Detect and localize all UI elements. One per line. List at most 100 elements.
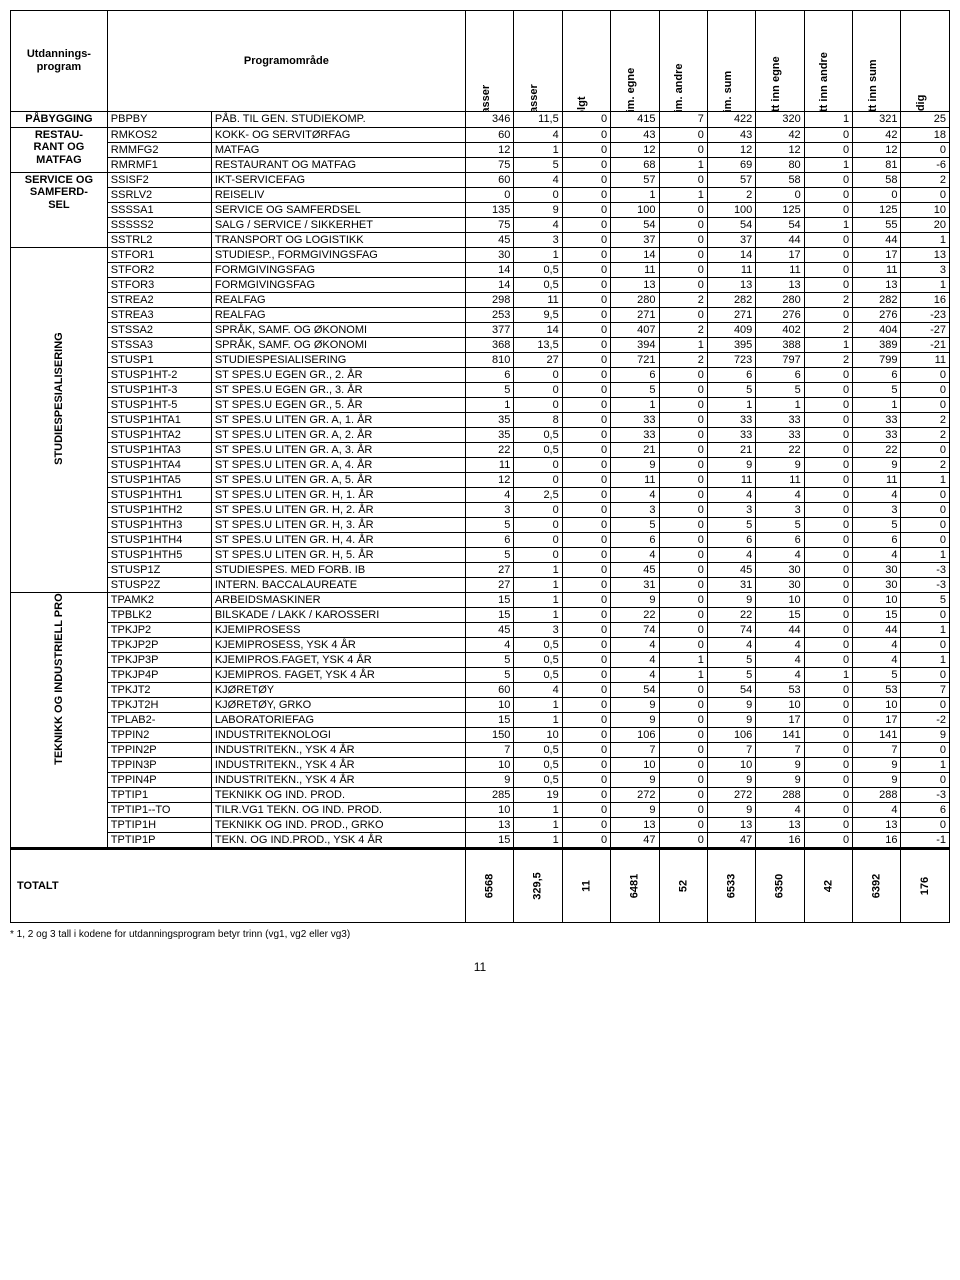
value-cell: 0: [901, 607, 950, 622]
value-cell: 3: [611, 502, 659, 517]
total-value: 6392: [853, 848, 901, 922]
value-cell: 7: [707, 742, 755, 757]
total-row: TOTALT6568329,51164815265336350426392176: [11, 848, 950, 922]
value-cell: 0: [901, 382, 950, 397]
value-cell: 1: [804, 112, 852, 128]
value-cell: 272: [707, 787, 755, 802]
value-cell: 6: [465, 532, 513, 547]
value-cell: 0: [804, 817, 852, 832]
value-cell: 14: [514, 322, 562, 337]
value-cell: 1: [465, 397, 513, 412]
value-cell: 0: [514, 382, 562, 397]
value-cell: 11: [465, 457, 513, 472]
value-cell: 42: [756, 127, 804, 142]
name-cell: KJEMIPROS.FAGET, YSK 4 ÅR: [211, 652, 465, 667]
value-cell: 395: [707, 337, 755, 352]
code-cell: STUSP1HTH1: [107, 487, 211, 502]
value-cell: 1: [514, 592, 562, 607]
value-cell: 9: [465, 772, 513, 787]
value-cell: 9: [611, 457, 659, 472]
value-cell: 0: [659, 247, 707, 262]
value-cell: 135: [465, 202, 513, 217]
value-cell: 1: [804, 157, 852, 172]
value-cell: 13: [707, 817, 755, 832]
value-cell: 2: [901, 457, 950, 472]
name-cell: TILR.VG1 TEKN. OG IND. PROD.: [211, 802, 465, 817]
value-cell: 5: [707, 652, 755, 667]
value-cell: 5: [465, 517, 513, 532]
value-cell: 0: [562, 127, 610, 142]
value-cell: 33: [756, 412, 804, 427]
header-program: Utdannings-program: [11, 11, 108, 112]
value-cell: 0: [562, 832, 610, 848]
value-cell: 22: [707, 607, 755, 622]
value-cell: 31: [611, 577, 659, 592]
value-cell: 43: [611, 127, 659, 142]
value-cell: 14: [707, 247, 755, 262]
name-cell: ST SPES.U EGEN GR., 3. ÅR: [211, 382, 465, 397]
name-cell: PÅB. TIL GEN. STUDIEKOMP.: [211, 112, 465, 128]
table-row: TPLAB2-LABORATORIEFAG151090917017-2: [11, 712, 950, 727]
code-cell: STFOR1: [107, 247, 211, 262]
value-cell: 60: [465, 682, 513, 697]
value-cell: 1: [514, 802, 562, 817]
name-cell: ST SPES.U LITEN GR. H, 2. ÅR: [211, 502, 465, 517]
value-cell: 0: [562, 622, 610, 637]
value-cell: 20: [901, 217, 950, 232]
value-cell: 0: [659, 457, 707, 472]
value-cell: 0: [562, 307, 610, 322]
code-cell: STUSP2Z: [107, 577, 211, 592]
value-cell: 4: [707, 547, 755, 562]
name-cell: INDUSTRITEKN., YSK 4 ÅR: [211, 742, 465, 757]
value-cell: 141: [853, 727, 901, 742]
value-cell: 0,5: [514, 262, 562, 277]
value-cell: 9: [707, 712, 755, 727]
value-cell: 0: [804, 547, 852, 562]
table-row: TPTIP1--TOTILR.VG1 TEKN. OG IND. PROD.10…: [11, 802, 950, 817]
value-cell: 15: [465, 712, 513, 727]
table-row: TEKNIKK OG INDUSTRIELL PRODUK-SJONTPAMK2…: [11, 592, 950, 607]
value-cell: 1: [901, 277, 950, 292]
value-cell: -3: [901, 787, 950, 802]
value-cell: 9: [611, 592, 659, 607]
table-row: PÅBYGGINGPBPBYPÅB. TIL GEN. STUDIEKOMP.3…: [11, 112, 950, 128]
value-cell: 57: [611, 172, 659, 187]
value-cell: 13: [853, 277, 901, 292]
value-cell: 9: [756, 772, 804, 787]
value-cell: 368: [465, 337, 513, 352]
table-row: TPKJT2HKJØRETØY, GRKO1010909100100: [11, 697, 950, 712]
value-cell: 3: [514, 232, 562, 247]
value-cell: 0: [659, 142, 707, 157]
value-cell: 13,5: [514, 337, 562, 352]
value-cell: 57: [707, 172, 755, 187]
value-cell: 0: [804, 787, 852, 802]
value-cell: 0: [659, 772, 707, 787]
value-cell: 1: [514, 247, 562, 262]
value-cell: 19: [514, 787, 562, 802]
name-cell: LABORATORIEFAG: [211, 712, 465, 727]
value-cell: 404: [853, 322, 901, 337]
value-cell: 16: [901, 292, 950, 307]
value-cell: 33: [853, 412, 901, 427]
value-cell: 0: [901, 487, 950, 502]
value-cell: 282: [707, 292, 755, 307]
value-cell: 0: [562, 322, 610, 337]
value-cell: 0: [901, 817, 950, 832]
value-cell: 33: [707, 412, 755, 427]
value-cell: 4: [707, 637, 755, 652]
value-cell: 4: [853, 802, 901, 817]
value-cell: 0: [804, 682, 852, 697]
value-cell: 0: [804, 577, 852, 592]
name-cell: FORMGIVINGSFAG: [211, 262, 465, 277]
value-cell: 27: [465, 562, 513, 577]
code-cell: STUSP1HTH3: [107, 517, 211, 532]
value-cell: 0: [659, 532, 707, 547]
value-cell: 2: [901, 412, 950, 427]
value-cell: 0: [901, 667, 950, 682]
value-cell: 58: [756, 172, 804, 187]
value-cell: 13: [465, 817, 513, 832]
name-cell: ST SPES.U EGEN GR., 5. ÅR: [211, 397, 465, 412]
name-cell: INTERN. BACCALAUREATE: [211, 577, 465, 592]
value-cell: 797: [756, 352, 804, 367]
value-cell: 0: [514, 457, 562, 472]
